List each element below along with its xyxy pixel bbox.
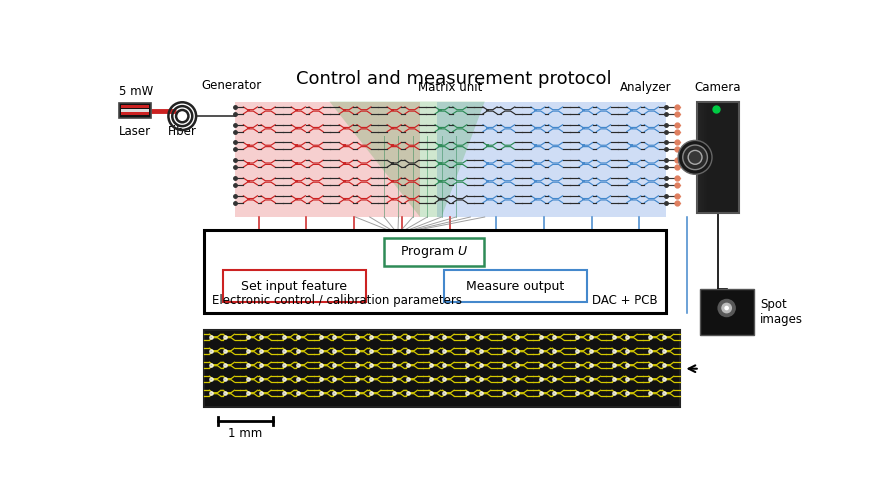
Bar <box>343 127 346 129</box>
Circle shape <box>678 141 712 174</box>
Bar <box>582 127 586 129</box>
Bar <box>486 180 489 182</box>
Bar <box>534 180 538 182</box>
Bar <box>391 198 393 200</box>
Bar <box>582 144 586 147</box>
Bar <box>247 162 250 165</box>
Bar <box>247 109 250 111</box>
Bar <box>343 180 346 182</box>
Bar <box>119 103 152 118</box>
Bar <box>700 288 754 335</box>
Circle shape <box>688 150 702 164</box>
Bar <box>391 180 393 182</box>
Text: Analyzer: Analyzer <box>620 81 672 94</box>
Text: Generator: Generator <box>201 79 261 92</box>
Bar <box>204 330 680 407</box>
Circle shape <box>718 299 736 317</box>
Bar <box>630 180 633 182</box>
Bar <box>247 198 250 200</box>
Bar <box>391 144 393 147</box>
Bar <box>223 270 366 303</box>
Bar <box>486 127 489 129</box>
Text: Camera: Camera <box>695 81 741 94</box>
Bar <box>295 144 298 147</box>
Bar <box>582 162 586 165</box>
Bar <box>630 127 633 129</box>
Bar <box>121 112 149 115</box>
Bar <box>391 109 393 111</box>
Text: Measure output: Measure output <box>466 280 564 293</box>
Polygon shape <box>330 102 485 217</box>
Text: Spot
images: Spot images <box>760 298 803 326</box>
Bar <box>204 230 665 313</box>
Text: Laser: Laser <box>120 125 152 138</box>
Circle shape <box>721 303 732 314</box>
Bar <box>630 109 633 111</box>
Text: 5 mW: 5 mW <box>119 85 153 99</box>
Text: Set input feature: Set input feature <box>241 280 347 293</box>
Bar <box>295 198 298 200</box>
Text: 1 mm: 1 mm <box>229 427 262 440</box>
Bar <box>534 109 538 111</box>
Bar <box>439 198 441 200</box>
Bar <box>247 180 250 182</box>
Bar <box>582 109 586 111</box>
Bar <box>247 144 250 147</box>
Bar <box>486 144 489 147</box>
Bar <box>247 127 250 129</box>
Text: DAC + PCB: DAC + PCB <box>593 294 658 307</box>
Bar <box>391 162 393 165</box>
Text: Matrix unit: Matrix unit <box>418 81 482 94</box>
Bar <box>582 180 586 182</box>
Bar <box>439 144 441 147</box>
Bar <box>696 102 739 213</box>
Bar <box>295 127 298 129</box>
Circle shape <box>683 145 707 170</box>
Bar <box>343 109 346 111</box>
Bar <box>630 198 633 200</box>
Bar <box>295 109 298 111</box>
Bar <box>235 102 420 217</box>
Bar <box>534 198 538 200</box>
Text: Control and measurement protocol: Control and measurement protocol <box>296 70 612 88</box>
Bar <box>439 180 441 182</box>
Bar <box>438 102 665 217</box>
Bar <box>121 109 149 112</box>
Bar <box>295 180 298 182</box>
Bar <box>391 127 393 129</box>
Bar <box>486 109 489 111</box>
Bar <box>444 270 587 303</box>
Text: Electronic control / calibration parameters: Electronic control / calibration paramet… <box>212 294 462 307</box>
Bar <box>534 127 538 129</box>
Bar <box>439 109 441 111</box>
Bar <box>486 162 489 165</box>
Text: Program $U$: Program $U$ <box>400 244 468 260</box>
Circle shape <box>725 306 729 310</box>
Bar <box>343 144 346 147</box>
Bar <box>439 127 441 129</box>
Bar <box>343 198 346 200</box>
Text: Fiber: Fiber <box>167 125 197 138</box>
Bar <box>486 198 489 200</box>
Bar <box>630 144 633 147</box>
Bar <box>534 162 538 165</box>
Bar <box>534 144 538 147</box>
Bar <box>582 198 586 200</box>
Bar <box>121 106 149 108</box>
Bar <box>343 162 346 165</box>
Bar <box>295 162 298 165</box>
Bar <box>630 162 633 165</box>
Bar <box>439 162 441 165</box>
Bar <box>384 238 484 266</box>
